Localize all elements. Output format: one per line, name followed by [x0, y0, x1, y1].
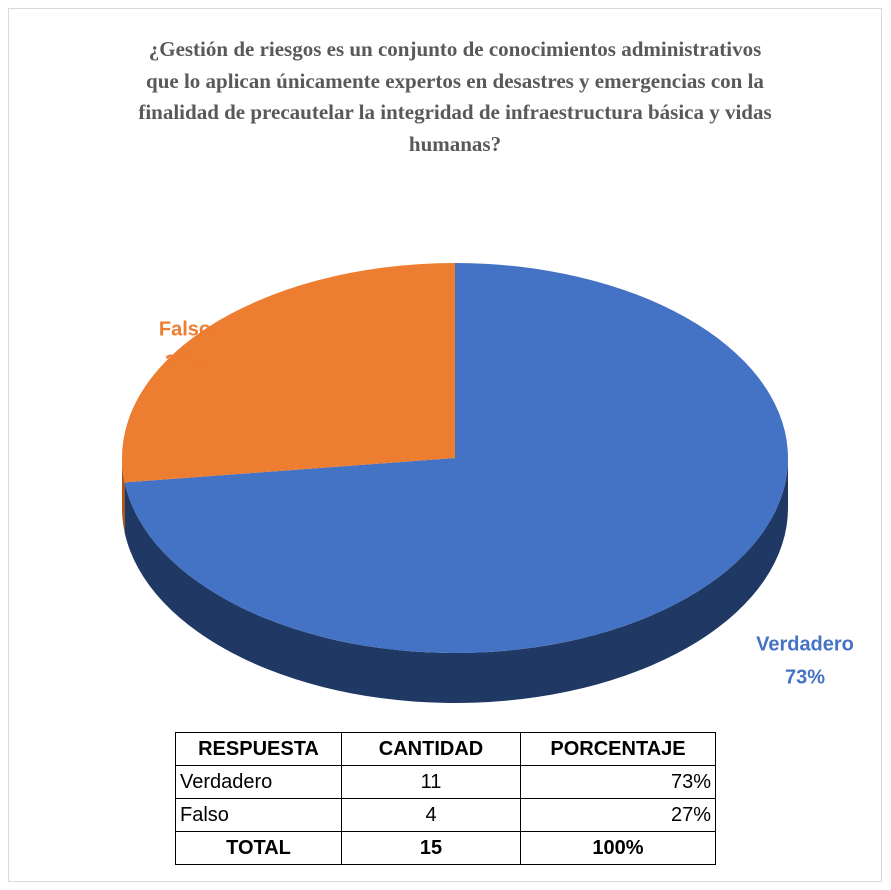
table-cell: 4 [341, 798, 521, 832]
slice [121, 263, 455, 483]
table-cell: Verdadero [175, 765, 342, 799]
table-cell: 11 [341, 765, 521, 799]
slice-label: Verdadero [756, 633, 854, 655]
table-cell: CANTIDAD [341, 732, 521, 766]
slice [124, 263, 789, 653]
data-table: RESPUESTA CANTIDAD PORCENTAJE Verdadero 11 73… [175, 732, 716, 865]
table-row: RESPUESTA CANTIDAD PORCENTAJE [175, 732, 716, 766]
chart-frame [8, 8, 882, 882]
slice-value-label: 73% [785, 666, 825, 688]
table-row: Falso 4 27% [175, 798, 716, 832]
table-cell: Falso [175, 798, 342, 832]
slice-side [122, 458, 125, 533]
table-cell: 27% [520, 798, 716, 832]
table-cell: RESPUESTA [175, 732, 342, 766]
table-row: Verdadero 11 73% [175, 765, 716, 799]
slice-label: Falso [159, 318, 211, 340]
table-cell: 73% [520, 765, 716, 799]
table-cell: PORCENTAJE [520, 732, 716, 766]
slice-side [124, 458, 789, 704]
slice-value-label: 27% [165, 351, 205, 373]
chart-title: ¿Gestión de riesgos es un conjunto de co… [138, 37, 772, 156]
table-cell: 100% [520, 831, 716, 865]
table-cell: 15 [341, 831, 521, 865]
table-cell: TOTAL [175, 831, 342, 865]
table-row: TOTAL 15 100% [175, 831, 716, 865]
